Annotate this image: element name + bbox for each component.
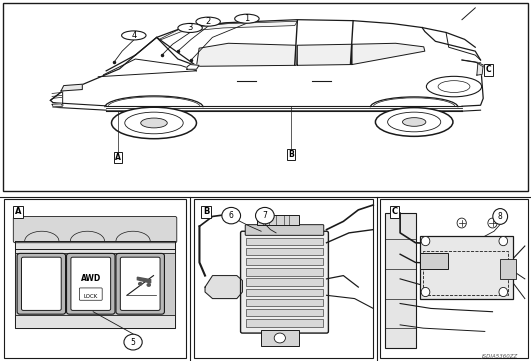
Polygon shape — [159, 21, 297, 40]
Bar — [246, 299, 323, 306]
FancyBboxPatch shape — [17, 253, 66, 314]
Bar — [246, 278, 323, 286]
Text: 8: 8 — [498, 212, 502, 221]
Text: C: C — [392, 207, 398, 216]
Circle shape — [421, 287, 430, 297]
Bar — [423, 251, 508, 295]
FancyBboxPatch shape — [13, 217, 177, 243]
Text: 5: 5 — [131, 338, 135, 347]
Circle shape — [375, 108, 453, 136]
Text: C: C — [486, 65, 491, 74]
Bar — [258, 215, 298, 226]
Polygon shape — [352, 43, 425, 65]
FancyBboxPatch shape — [241, 231, 328, 333]
FancyBboxPatch shape — [21, 257, 61, 310]
Circle shape — [499, 287, 508, 297]
Polygon shape — [98, 38, 196, 77]
Polygon shape — [61, 84, 82, 91]
Bar — [420, 253, 448, 269]
Text: B: B — [288, 150, 294, 159]
Circle shape — [388, 112, 441, 132]
Circle shape — [141, 118, 167, 128]
Bar — [246, 238, 323, 245]
Circle shape — [196, 17, 220, 26]
Polygon shape — [196, 43, 296, 66]
Circle shape — [255, 208, 274, 224]
Circle shape — [138, 282, 142, 286]
Text: 3: 3 — [187, 23, 193, 32]
Circle shape — [122, 31, 146, 40]
Circle shape — [235, 14, 259, 23]
Circle shape — [499, 236, 508, 246]
Circle shape — [124, 334, 142, 350]
Circle shape — [147, 283, 151, 287]
Circle shape — [274, 333, 286, 343]
Polygon shape — [205, 275, 243, 299]
Bar — [261, 330, 298, 346]
Polygon shape — [138, 277, 151, 283]
Bar — [420, 236, 512, 299]
Circle shape — [438, 81, 470, 92]
FancyBboxPatch shape — [79, 288, 102, 300]
Text: 7: 7 — [262, 211, 267, 220]
FancyBboxPatch shape — [245, 225, 324, 235]
Circle shape — [112, 107, 196, 139]
Bar — [246, 248, 323, 255]
Bar — [246, 319, 323, 326]
FancyBboxPatch shape — [116, 253, 165, 314]
Circle shape — [426, 76, 482, 97]
FancyBboxPatch shape — [66, 253, 115, 314]
Circle shape — [421, 236, 430, 246]
Text: A: A — [15, 207, 21, 216]
Bar — [246, 288, 323, 296]
Text: LOCK: LOCK — [84, 293, 98, 299]
Polygon shape — [297, 44, 352, 65]
FancyBboxPatch shape — [121, 257, 160, 310]
Circle shape — [402, 118, 426, 126]
Circle shape — [457, 218, 466, 228]
Polygon shape — [52, 104, 63, 107]
Text: 4: 4 — [131, 31, 136, 40]
Text: 1: 1 — [244, 14, 250, 23]
FancyBboxPatch shape — [71, 257, 110, 310]
Text: JSDIA5360ZZ: JSDIA5360ZZ — [482, 354, 518, 359]
Polygon shape — [477, 63, 483, 75]
Bar — [384, 213, 415, 348]
Circle shape — [222, 208, 241, 224]
Bar — [246, 309, 323, 316]
Text: 6: 6 — [229, 211, 234, 220]
Bar — [246, 268, 323, 275]
Circle shape — [493, 209, 508, 224]
Polygon shape — [15, 241, 175, 328]
Circle shape — [125, 112, 183, 134]
Text: B: B — [203, 207, 209, 216]
Text: AWD: AWD — [81, 274, 101, 283]
Polygon shape — [187, 65, 199, 69]
Bar — [500, 259, 516, 279]
Bar — [246, 258, 323, 265]
Circle shape — [178, 23, 202, 32]
Bar — [15, 253, 175, 315]
Circle shape — [488, 218, 497, 228]
Text: A: A — [115, 153, 121, 162]
Text: 2: 2 — [205, 17, 211, 26]
